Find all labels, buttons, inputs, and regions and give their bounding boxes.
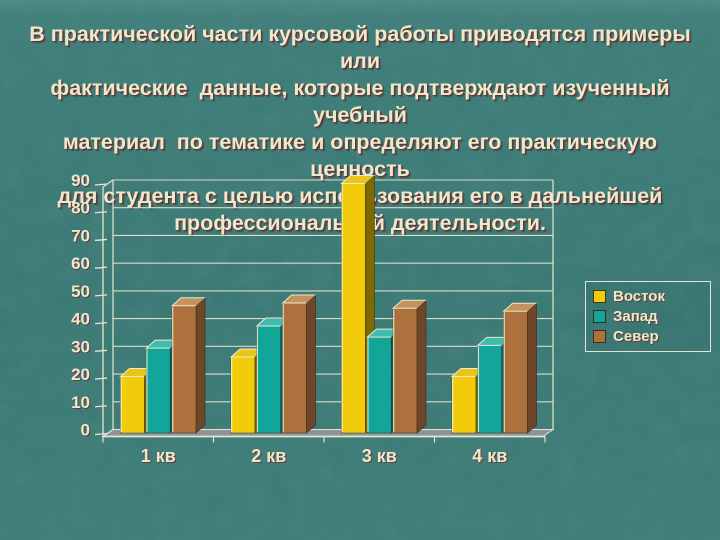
axis-depth-top [102,179,114,188]
legend-swatch-sever [593,330,606,344]
slide-title: В практической части курсовой работы при… [26,21,694,237]
legend-swatch-vostok [593,289,606,303]
x-axis-label-1 кв: 1 кв [141,446,176,466]
y-axis-tick-40 [94,321,108,325]
y-axis-label-90: 90 [71,171,90,190]
bar-side-Север-1 кв [195,296,206,434]
y-axis-tick-0 [94,432,108,436]
bar-front-Запад-4 кв [477,344,503,434]
bar-front-Запад-3 кв [366,336,392,434]
bar-front-Север-2 кв [282,302,308,434]
bar-front-Север-1 кв [171,305,197,434]
y-axis-tick-60 [94,266,108,269]
legend-swatch-zapad [593,309,606,323]
legend-label-sever: Север [613,328,659,346]
bar-front-Восток-3 кв [341,183,366,434]
bar-front-Восток-1 кв [120,376,145,434]
axis-depth-bottom [102,429,114,437]
title-line-4: для студента с целью использования его в… [57,184,663,208]
x-axis-label-4 кв: 4 кв [472,446,507,466]
y-axis-tick-10 [94,405,108,408]
y-axis-label-40: 40 [71,310,90,329]
y-axis-tick-20 [94,377,108,380]
y-axis-label-70: 70 [71,226,90,245]
y-axis-tick-70 [94,238,108,242]
bar-side-Север-2 кв [306,294,317,434]
bar-front-Север-3 кв [392,307,418,434]
y-axis-tick-50 [94,294,108,297]
y-axis-label-10: 10 [71,393,90,412]
y-axis-label-30: 30 [71,337,90,356]
y-axis-label-20: 20 [71,365,90,384]
x-axis-label-2 кв: 2 кв [251,446,286,466]
bar-front-Запад-2 кв [256,325,282,434]
legend-label-vostok: Восток [613,287,665,305]
legend-label-zapad: Запад [613,307,658,325]
y-axis-tick-90 [94,183,108,186]
legend-row-zapad: Запад [593,309,703,324]
bar-front-Восток-2 кв [230,356,256,434]
title-line-1: В практической части курсовой работы при… [29,22,697,73]
bar-front-Север-4 кв [503,310,529,434]
y-axis-label-60: 60 [71,254,90,273]
legend-row-sever: Север [593,329,703,344]
chart-legend: Восток Запад Север [585,281,711,352]
legend-row-vostok: Восток [593,289,703,304]
y-axis-tick-80 [94,211,108,214]
bar-side-Север-3 кв [416,299,427,434]
bar-side-Север-4 кв [527,302,537,434]
bar-front-Восток-4 кв [451,376,477,434]
y-axis-label-50: 50 [71,282,90,301]
title-line-3: материал по тематике и определяют его пр… [62,130,664,181]
title-line-2: фактические данные, которые подтверждают… [50,76,676,127]
y-axis-label-80: 80 [71,199,90,218]
bar-front-Запад-1 кв [145,347,171,434]
y-axis-tick-30 [94,349,108,352]
x-axis-label-3 кв: 3 кв [362,446,397,466]
y-axis-label-0: 0 [81,421,90,440]
